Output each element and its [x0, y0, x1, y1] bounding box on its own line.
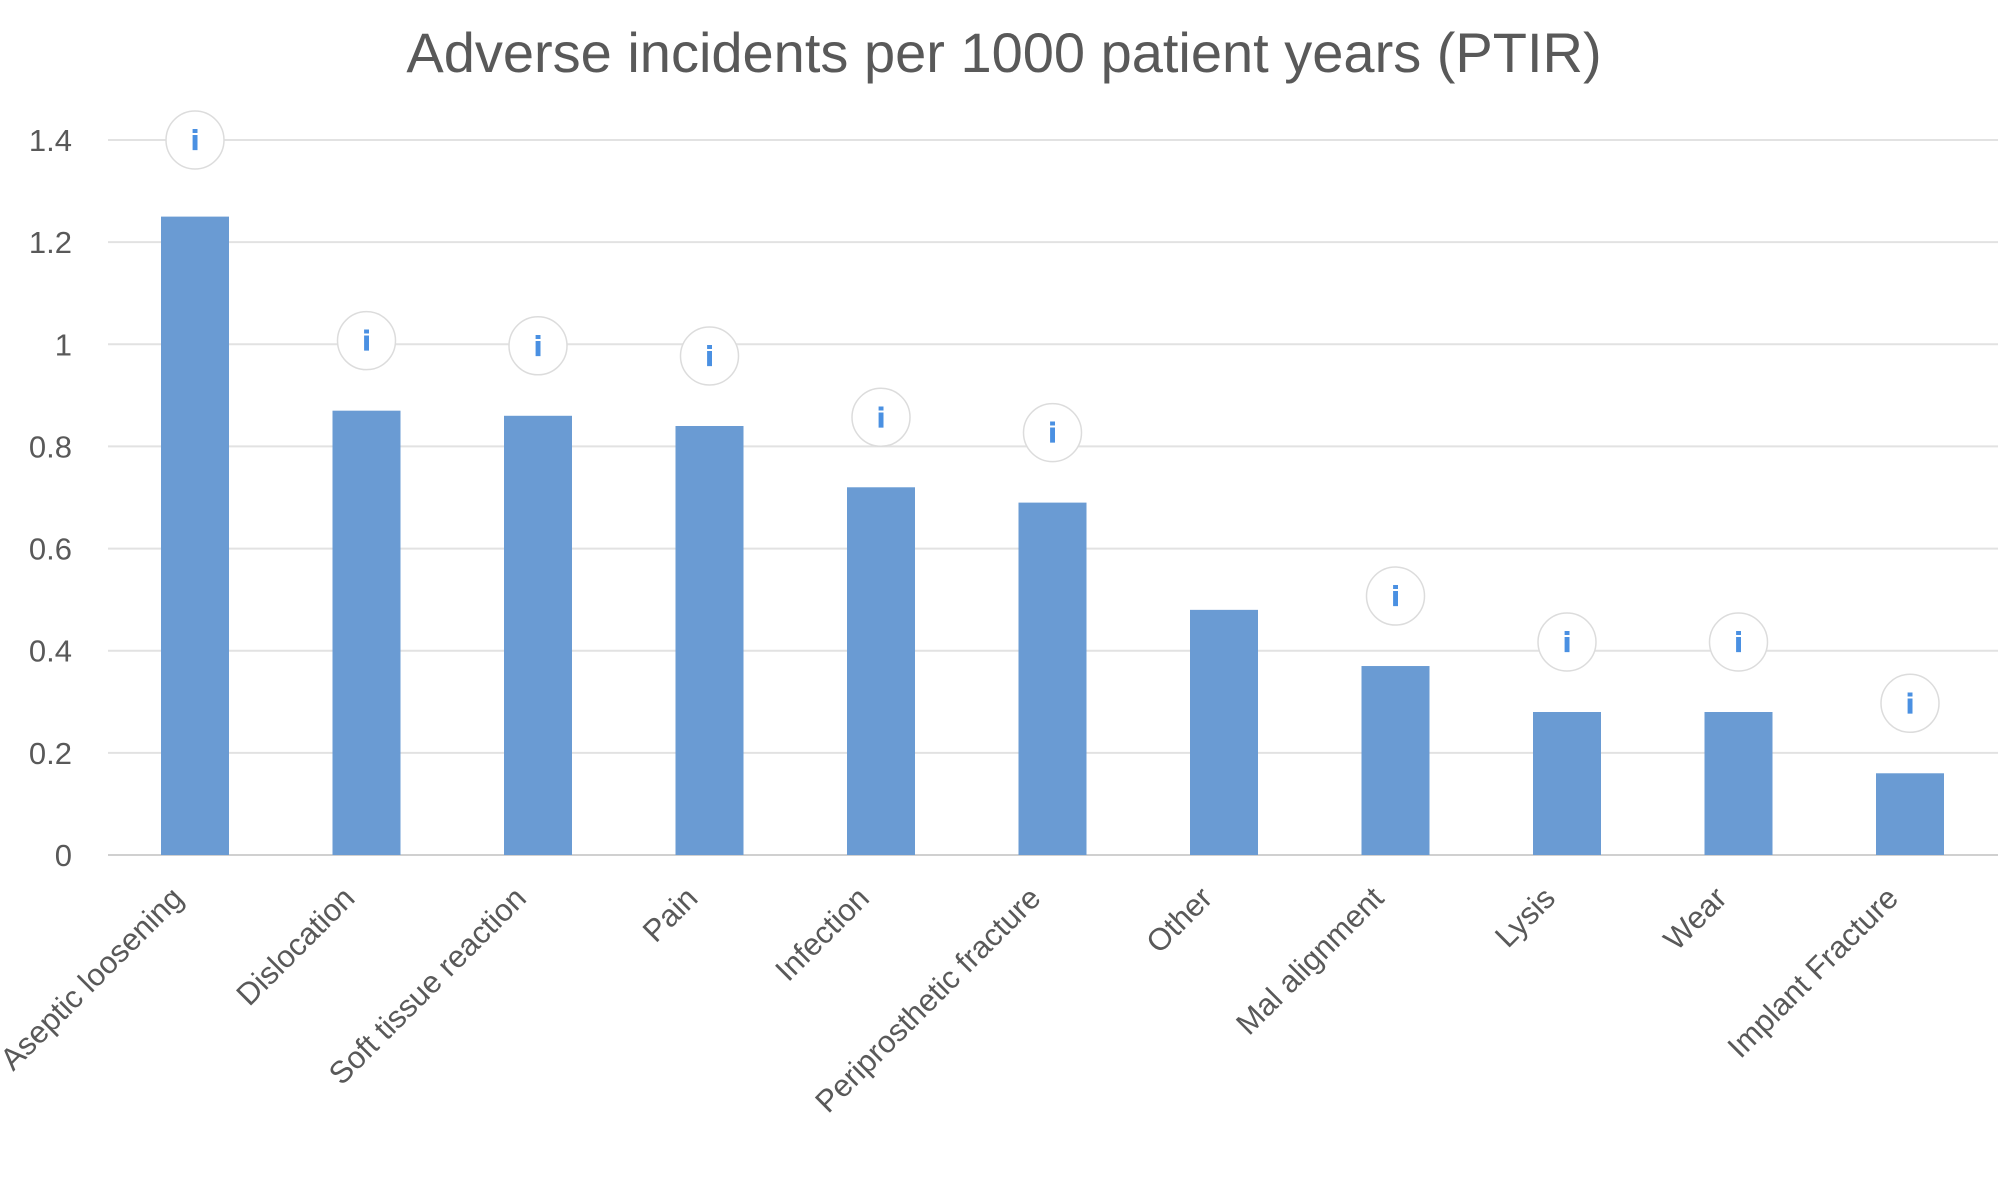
- bar: [504, 415, 572, 855]
- info-icon-glyph: i: [1905, 687, 1915, 720]
- bar: [1876, 773, 1944, 855]
- bar: [1190, 609, 1258, 855]
- chart-title: Adverse incidents per 1000 patient years…: [406, 21, 1601, 84]
- info-icon-circle: [165, 110, 225, 170]
- y-tick-label: 0.2: [29, 736, 72, 771]
- x-tick-label: Aseptic loosening: [0, 880, 190, 1077]
- bar: [675, 426, 744, 855]
- x-tick-label: Dislocation: [229, 880, 361, 1012]
- y-tick-label: 0: [55, 838, 72, 873]
- info-icon[interactable]: i: [1708, 612, 1769, 672]
- info-icon-circle: [1880, 673, 1940, 734]
- x-tick-label: Mal alignment: [1229, 880, 1390, 1041]
- info-icon-circle: [1537, 612, 1597, 672]
- info-icon[interactable]: i: [851, 387, 911, 448]
- bar: [1704, 712, 1773, 855]
- x-tick-label: Wear: [1657, 880, 1734, 957]
- bar: [161, 216, 229, 855]
- info-icon-circle: [1708, 612, 1769, 672]
- bar: [847, 487, 915, 855]
- info-icon-circle: [336, 310, 397, 371]
- info-icon[interactable]: i: [1365, 566, 1426, 626]
- bars: [161, 216, 1944, 855]
- info-icon-glyph: i: [876, 401, 886, 434]
- x-tick-label: Pain: [636, 880, 705, 949]
- info-icon[interactable]: i: [165, 110, 225, 170]
- info-markers[interactable]: i i i i i i i i i i: [165, 110, 1940, 734]
- y-tick-label: 0.4: [29, 634, 72, 669]
- info-icon-glyph: i: [1734, 626, 1744, 659]
- y-tick-label: 1.4: [29, 123, 72, 158]
- y-axis-ticks: 0 0.2 0.4 0.6 0.8 1 1.2 1.4: [29, 123, 72, 873]
- info-icon-circle: [851, 387, 911, 448]
- info-icon-circle: [508, 316, 568, 376]
- info-icon[interactable]: i: [1022, 402, 1083, 463]
- info-icon[interactable]: i: [679, 326, 740, 386]
- info-icon-circle: [1365, 566, 1426, 626]
- info-icon-circle: [679, 326, 740, 386]
- x-tick-label: Other: [1139, 880, 1219, 960]
- bar: [1533, 712, 1601, 855]
- info-icon-glyph: i: [705, 340, 715, 373]
- info-icon-glyph: i: [533, 330, 543, 363]
- bar: [1361, 666, 1430, 855]
- info-icon-glyph: i: [1048, 417, 1058, 450]
- info-icon[interactable]: i: [1537, 612, 1597, 672]
- y-tick-label: 0.8: [29, 429, 72, 464]
- y-tick-label: 1.2: [29, 225, 72, 260]
- info-icon-glyph: i: [362, 325, 372, 358]
- y-tick-label: 1: [55, 327, 72, 362]
- info-icon[interactable]: i: [336, 310, 397, 371]
- info-icon-glyph: i: [1391, 580, 1401, 613]
- x-tick-label: Infection: [768, 880, 876, 988]
- bar: [332, 410, 401, 855]
- info-icon-glyph: i: [190, 124, 200, 157]
- bar: [1018, 502, 1087, 855]
- info-icon[interactable]: i: [508, 316, 568, 376]
- y-tick-label: 0.6: [29, 532, 72, 567]
- info-icon-glyph: i: [1562, 626, 1572, 659]
- x-tick-label: Lysis: [1488, 880, 1562, 954]
- info-icon[interactable]: i: [1880, 673, 1940, 734]
- info-icon-circle: [1022, 402, 1083, 463]
- x-tick-label: Implant Fracture: [1721, 880, 1905, 1064]
